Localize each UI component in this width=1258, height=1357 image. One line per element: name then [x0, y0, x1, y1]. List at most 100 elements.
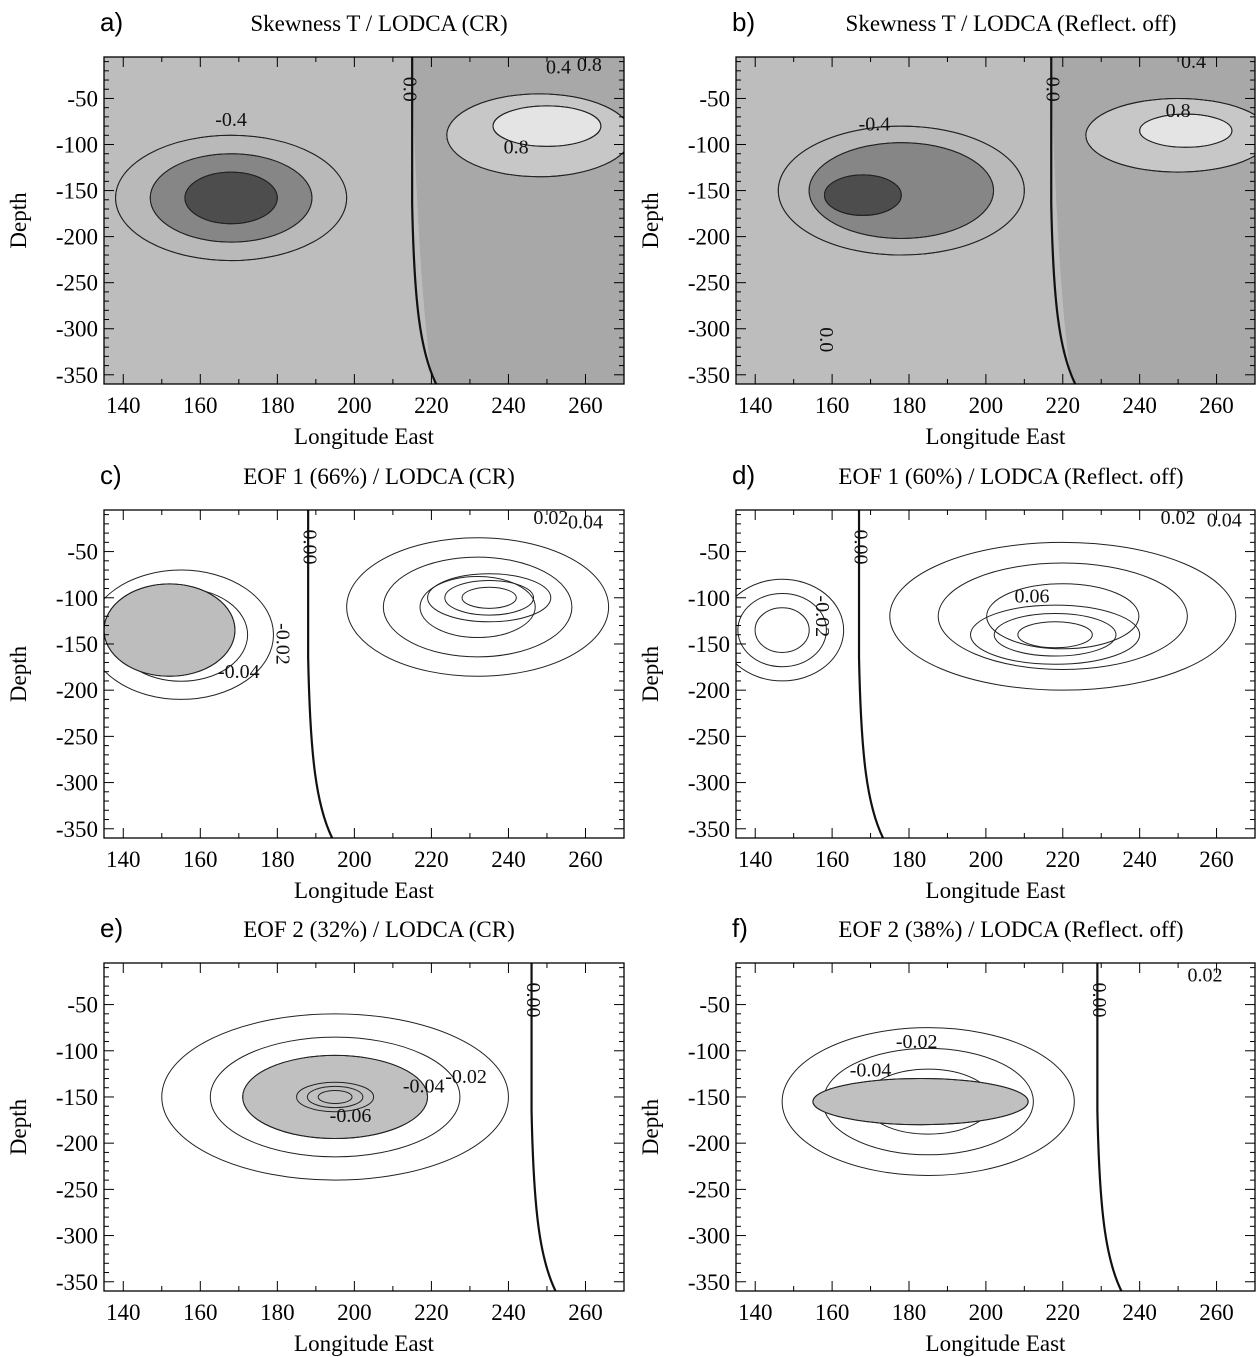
- x-tick-label: 220: [414, 847, 449, 872]
- contour-pos: [1085, 97, 1255, 173]
- x-tick-label: 180: [260, 393, 295, 418]
- plot-area: -0.4 0.8 0.4 0.0 0.0: [736, 51, 1255, 384]
- contour-neg: [754, 607, 810, 653]
- contour-label: 0.00: [299, 529, 321, 564]
- x-tick-label: 200: [337, 1300, 372, 1325]
- panel-b: -0.4 0.8 0.4 0.0 0.0 140 160 180 200 220 240 260 -50…: [638, 7, 1256, 449]
- y-tick-label: -100: [688, 586, 730, 611]
- y-axis-label: Depth: [6, 645, 31, 702]
- contour-label: -0.04: [218, 661, 260, 683]
- x-tick-label: 140: [738, 1300, 773, 1325]
- panel-letter: d): [732, 460, 755, 490]
- axes: 140 160 180 200 220 240 260 -50 -100 -150 -200 -250…: [56, 963, 625, 1325]
- contour-label: 0.00: [522, 982, 544, 1017]
- y-tick-label: -100: [56, 1039, 98, 1064]
- x-tick-label: 240: [1122, 1300, 1157, 1325]
- contour-pos: [446, 93, 624, 178]
- contour-label: 0.4: [1181, 51, 1206, 73]
- contour-pos: [461, 586, 517, 609]
- contour-label: -0.06: [330, 1105, 372, 1127]
- axes: 140 160 180 200 220 240 260 -50 -100 -150 -200 -250…: [688, 510, 1256, 872]
- panel-letter: c): [100, 460, 122, 490]
- plot-frame: [735, 962, 1256, 1292]
- panel-letter: e): [100, 913, 123, 943]
- contour-label: 0.8: [577, 54, 602, 76]
- plot-background: [736, 963, 1255, 1291]
- x-tick-label: 220: [414, 393, 449, 418]
- contour-pos: [1139, 113, 1233, 148]
- panel-e: -0.06 -0.04 -0.02 0.00 140 160 180 200 220 240 260…: [6, 913, 625, 1356]
- x-tick-label: 140: [738, 393, 773, 418]
- zero-contour: [857, 510, 885, 838]
- x-tick-label: 240: [491, 847, 526, 872]
- contour-neg: [317, 1089, 353, 1104]
- y-tick-label: -100: [56, 586, 98, 611]
- x-tick-label: 160: [183, 847, 218, 872]
- contour-label: 0.0: [1042, 77, 1064, 102]
- x-tick-label: 180: [892, 393, 927, 418]
- y-tick-label: -200: [56, 1131, 98, 1156]
- axes: 140 160 180 200 220 240 260 -50 -100 -150 -200 -250…: [56, 57, 625, 418]
- panel-title: Skewness T / LODCA (Reflect. off): [846, 11, 1177, 36]
- y-tick-label: -50: [67, 86, 98, 111]
- contour-label: -0.04: [403, 1075, 445, 1097]
- contour-label: -0.02: [272, 623, 294, 665]
- contour-pos: [889, 541, 1237, 691]
- panel-title: EOF 2 (38%) / LODCA (Reflect. off): [838, 917, 1183, 942]
- contour-neg: [777, 125, 1025, 256]
- x-tick-label: 220: [1046, 393, 1081, 418]
- y-tick-label: -250: [688, 724, 730, 749]
- contour-label: 0.0: [399, 77, 421, 102]
- panel-title: EOF 1 (66%) / LODCA (CR): [243, 464, 515, 489]
- x-tick-label: 220: [1046, 1300, 1081, 1325]
- y-axis-label: Depth: [638, 192, 663, 249]
- y-tick-label: -250: [688, 1177, 730, 1202]
- contour-neg: [296, 1081, 375, 1113]
- x-axis-label: Longitude East: [294, 1331, 434, 1356]
- x-tick-label: 220: [1046, 847, 1081, 872]
- contour-pos: [427, 573, 552, 623]
- contour-label: 0.02: [1188, 964, 1223, 986]
- plot-background: [736, 510, 1255, 838]
- y-tick-label: -50: [699, 86, 730, 111]
- y-tick-label: -200: [688, 225, 730, 250]
- zero-contour: [1096, 963, 1123, 1291]
- y-tick-label: -350: [688, 1270, 730, 1295]
- x-tick-label: 180: [892, 847, 927, 872]
- y-tick-label: -150: [56, 179, 98, 204]
- plot-area: 0.06 -0.02 0.02 0.04 0.00: [736, 510, 1255, 838]
- contour-label: 0.4: [546, 57, 571, 79]
- panel-letter: b): [732, 7, 755, 37]
- y-tick-label: -250: [56, 271, 98, 296]
- contour-label: 0.0: [815, 327, 837, 352]
- y-axis-label: Depth: [6, 192, 31, 249]
- plot-frame: [103, 56, 625, 385]
- x-axis-label: Longitude East: [294, 424, 434, 449]
- plot-area: -0.4 0.8 0.4 0.8 0.0: [104, 54, 624, 384]
- contour-pos: [937, 562, 1188, 670]
- x-tick-label: 160: [183, 393, 218, 418]
- contour-neg: [808, 142, 995, 239]
- x-axis-label: Longitude East: [926, 424, 1066, 449]
- contour-neg: [306, 1085, 364, 1109]
- y-tick-label: -250: [688, 271, 730, 296]
- x-tick-label: 140: [106, 393, 141, 418]
- x-tick-label: 160: [815, 847, 850, 872]
- contour-label: 0.04: [1207, 510, 1242, 532]
- y-tick-label: -350: [688, 817, 730, 842]
- x-tick-label: 200: [337, 393, 372, 418]
- y-axis-label: Depth: [6, 1098, 31, 1155]
- y-tick-label: -300: [688, 317, 730, 342]
- y-tick-label: -300: [688, 1224, 730, 1249]
- contour-label: -0.02: [811, 595, 833, 637]
- y-axis-label: Depth: [638, 645, 663, 702]
- contour-label: 0.06: [1015, 585, 1050, 607]
- y-tick-label: -100: [688, 1039, 730, 1064]
- panel-f: -0.02-0.04 0.02 0.00 140 160 180 200 220 240 260 -…: [638, 913, 1256, 1356]
- x-tick-label: 240: [491, 1300, 526, 1325]
- panel-letter: a): [100, 7, 123, 37]
- y-tick-label: -50: [699, 993, 730, 1018]
- x-tick-label: 260: [1199, 847, 1234, 872]
- contour-pos: [382, 556, 573, 658]
